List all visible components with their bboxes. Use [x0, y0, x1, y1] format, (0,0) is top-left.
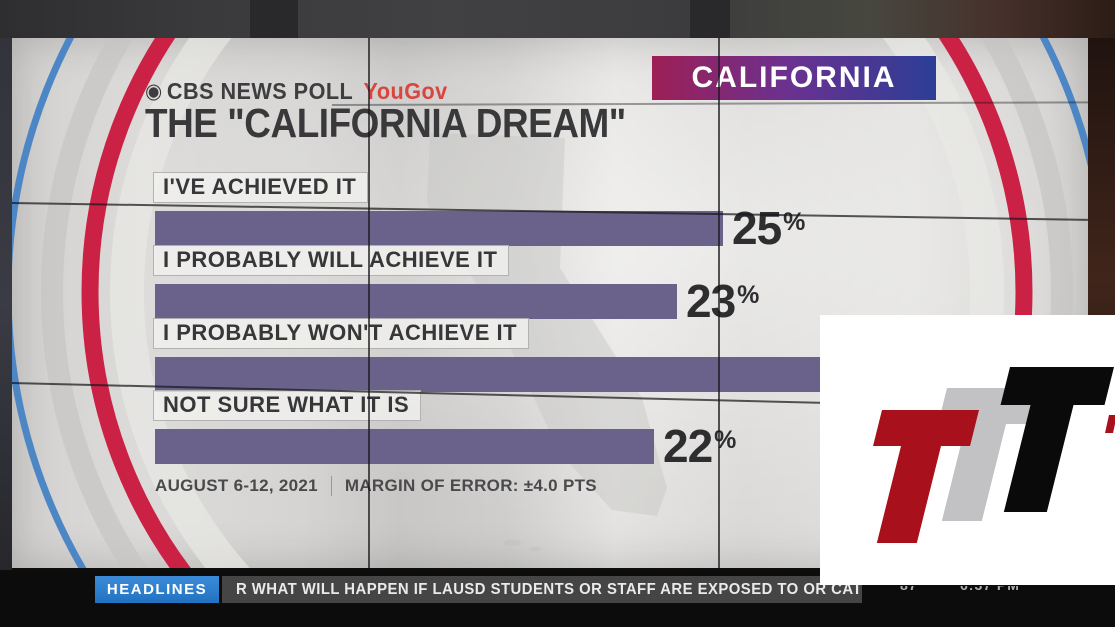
- map-island: [503, 540, 521, 546]
- bar: [155, 357, 836, 392]
- map-island: [529, 546, 541, 552]
- poll-branding: ◉ CBS NEWS POLL YouGov: [145, 78, 448, 105]
- headlines-badge: HEADLINES: [95, 576, 219, 603]
- ticker-strip: R WHAT WILL HAPPEN IF LAUSD STUDENTS OR …: [222, 576, 862, 603]
- chart-row: I PROBABLY WON'T ACHIEVE IT: [153, 318, 1088, 395]
- screen-left-bezel: [0, 38, 12, 570]
- clipped-temperature-fragment: 87: [900, 586, 918, 593]
- logo-ring-red: [81, 38, 1033, 568]
- chart-title: THE "CALIFORNIA DREAM": [145, 100, 626, 146]
- station-logo-ttt: [873, 367, 1115, 543]
- region-banner-label: CALIFORNIA: [691, 61, 897, 94]
- bar: [155, 211, 723, 246]
- logo-t-red: [873, 410, 979, 543]
- bar-label: NOT SURE WHAT IT IS: [153, 390, 422, 421]
- cbs-eye-icon: ◉: [145, 80, 163, 103]
- panel-seam-vertical: [718, 38, 720, 568]
- panel-seam-vertical: [368, 38, 370, 568]
- logo-t-black: [1000, 367, 1114, 512]
- ticker-headline: R WHAT WILL HAPPEN IF LAUSD STUDENTS OR …: [235, 580, 862, 598]
- chart-row: NOT SURE WHAT IT IS 22 %: [153, 390, 1088, 472]
- poll-date-range: AUGUST 6-12, 2021: [155, 476, 318, 495]
- studio-post: [690, 0, 730, 38]
- chart-source-line: AUGUST 6-12, 2021 MARGIN OF ERROR: ±4.0 …: [155, 476, 597, 496]
- bar: [155, 284, 677, 319]
- bar-label: I'VE ACHIEVED IT: [153, 172, 369, 203]
- bar-value: 25 %: [732, 201, 806, 254]
- footer-divider: [330, 476, 332, 496]
- poll-brand-label: CBS NEWS POLL: [166, 78, 354, 104]
- chart-row: I'VE ACHIEVED IT 25 %: [153, 172, 1088, 254]
- margin-of-error: MARGIN OF ERROR: ±4.0 PTS: [344, 476, 597, 495]
- logo-ring-white: [110, 38, 1004, 568]
- bar: [155, 429, 654, 464]
- video-wall-screen: ◉ CBS NEWS POLL YouGov THE "CALIFORNIA D…: [12, 38, 1088, 568]
- headlines-badge-label: HEADLINES: [106, 581, 208, 598]
- logo-red-sliver: [1105, 415, 1115, 433]
- clipped-clock-fragment: 6:37 PM: [960, 586, 1020, 593]
- chart-row: I PROBABLY WILL ACHIEVE IT 23 %: [153, 245, 1088, 327]
- bar-value: 23 %: [686, 274, 760, 327]
- station-logo-overlay: [820, 315, 1115, 585]
- region-banner: CALIFORNIA: [652, 56, 936, 100]
- bar-label: I PROBABLY WON'T ACHIEVE IT: [153, 318, 530, 349]
- studio-post: [250, 0, 298, 38]
- bar-value: 22 %: [663, 419, 737, 472]
- logo-ring-gray: [41, 38, 1073, 568]
- yougov-label: YouGov: [363, 78, 448, 104]
- bar-label: I PROBABLY WILL ACHIEVE IT: [153, 245, 510, 276]
- studio-top-bezel: [0, 0, 1115, 38]
